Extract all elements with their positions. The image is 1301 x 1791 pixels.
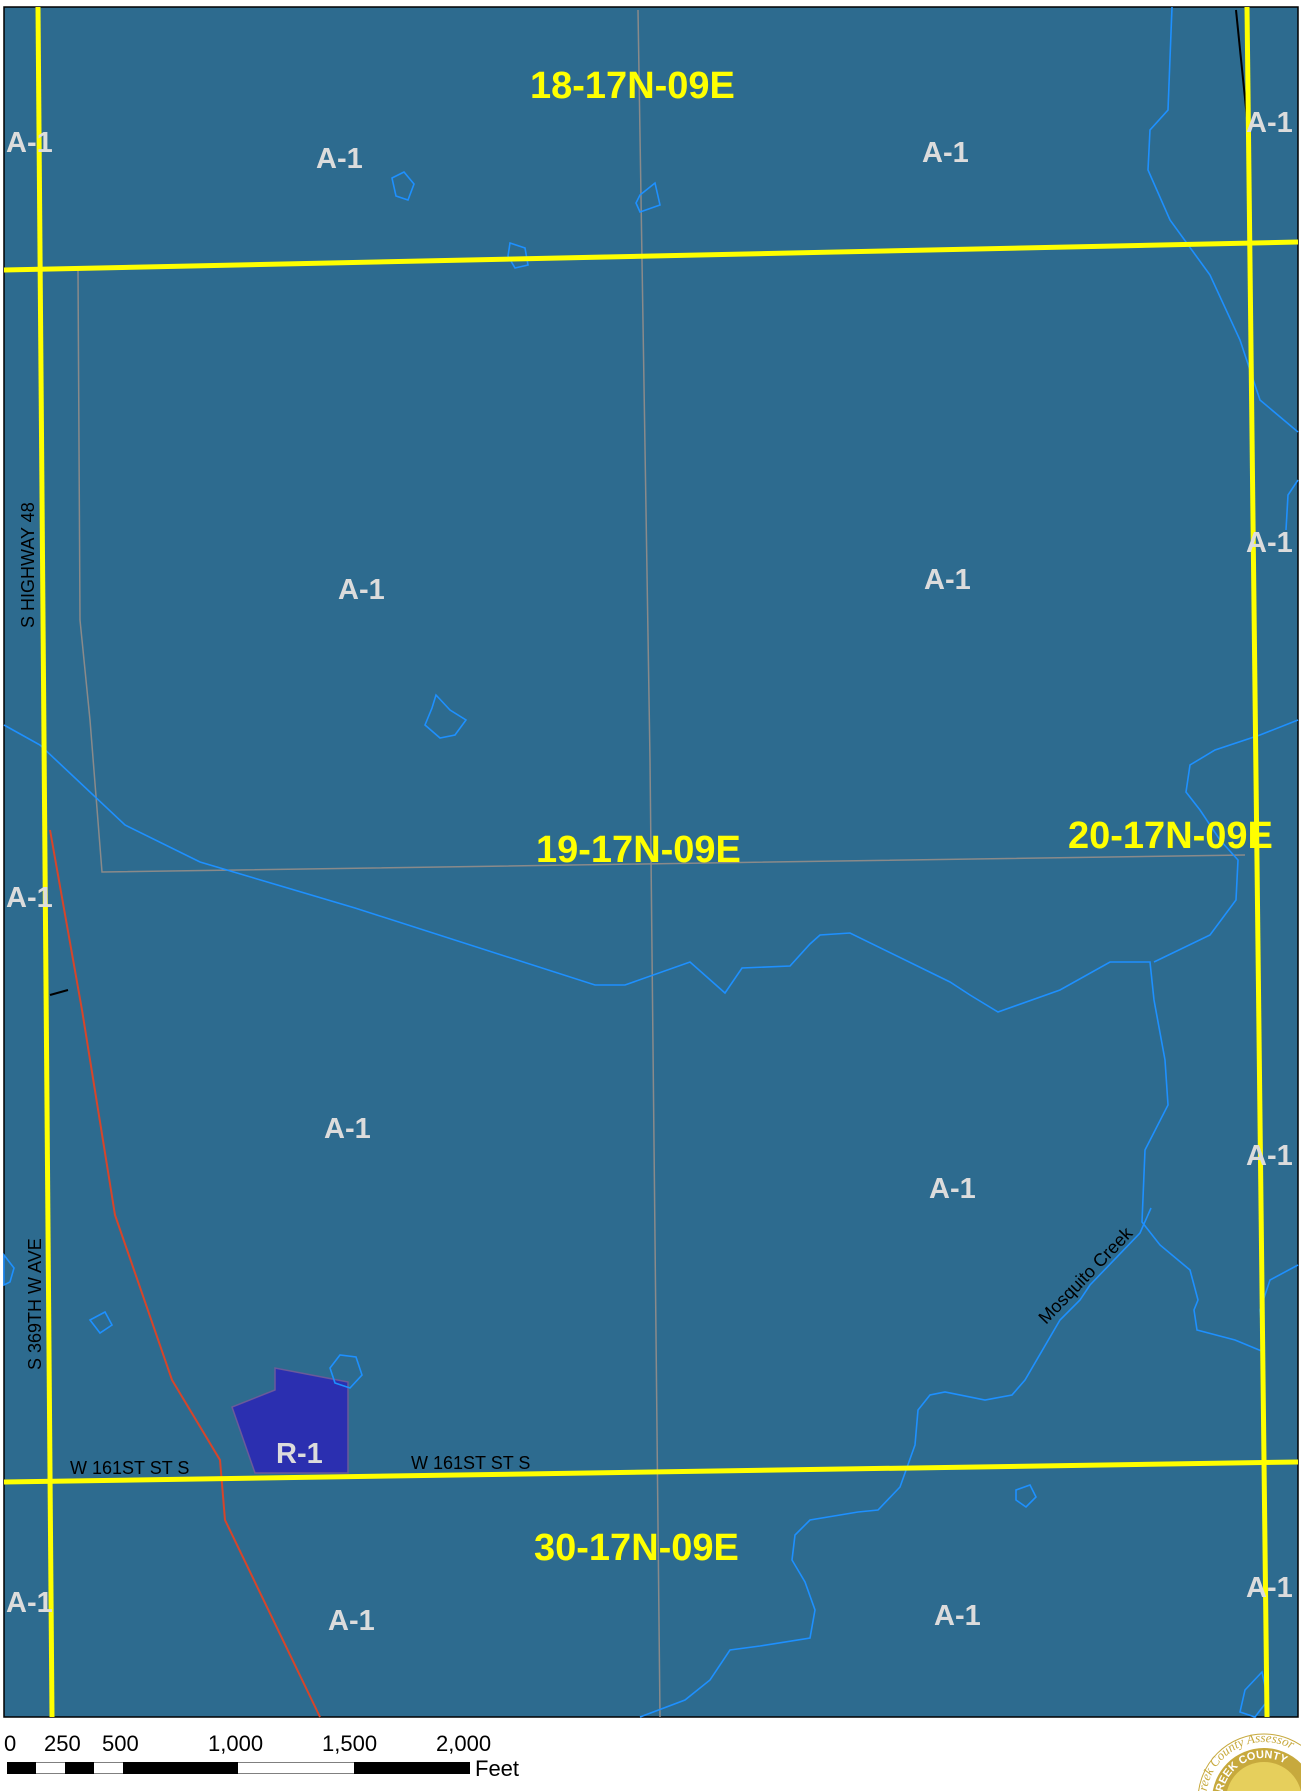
parcel-lines: [77, 9, 1246, 1718]
zoning-map: 18-17N-09E 19-17N-09E 20-17N-09E 30-17N-…: [3, 6, 1299, 1718]
scale-tick-label: 0: [4, 1731, 17, 1756]
stream-east-3: [1153, 719, 1299, 963]
scale-tick-label: 250: [44, 1731, 81, 1756]
section-line-east: [1244, 6, 1270, 1718]
road-label-161st-west: W 161ST ST S: [70, 1458, 189, 1478]
zone-label: A-1: [929, 1173, 976, 1205]
road-segments: [49, 9, 1248, 996]
zone-label: A-1: [316, 143, 363, 175]
road-label-161st-east: W 161ST ST S: [411, 1453, 530, 1473]
stream-main: [3, 724, 1299, 1354]
section-lines: [3, 6, 1299, 1718]
pond-3: [507, 241, 529, 269]
zone-label: A-1: [1246, 107, 1293, 139]
zone-label: A-1: [6, 127, 53, 159]
section-label-19: 19-17N-09E: [536, 829, 741, 871]
pond-6: [329, 1354, 363, 1389]
section-label-18: 18-17N-09E: [530, 65, 735, 107]
stream-east-2: [1285, 479, 1299, 531]
scale-tick-label: 500: [102, 1731, 139, 1756]
zone-label: A-1: [924, 564, 971, 596]
pond-9: [1239, 1670, 1269, 1718]
zone-label-r1: R-1: [276, 1438, 323, 1470]
rail-line: [49, 829, 321, 1718]
zone-label: A-1: [6, 1587, 53, 1619]
zone-label: A-1: [338, 574, 385, 606]
zone-label: A-1: [1246, 1140, 1293, 1172]
scale-tick-label: 1,000: [208, 1731, 264, 1756]
zone-label: A-1: [934, 1600, 981, 1632]
zone-label: A-1: [6, 882, 53, 914]
scale-unit-label: Feet: [475, 1756, 520, 1781]
pond-4: [424, 693, 468, 739]
pond-5: [88, 1310, 114, 1335]
county-seal-logo: Creek County Assessor CREEK COUNTY: [1194, 1730, 1301, 1791]
zone-label: A-1: [1246, 527, 1293, 559]
road-label-369th-w-ave: S 369TH W AVE: [25, 1238, 45, 1370]
section-line-north: [3, 239, 1299, 273]
zone-label: A-1: [328, 1605, 375, 1637]
zone-label: A-1: [1246, 1572, 1293, 1604]
stream-mosquito-creek: [639, 1207, 1152, 1718]
road-label-highway-48: S HIGHWAY 48: [18, 502, 38, 628]
section-label-20: 20-17N-09E: [1068, 815, 1273, 857]
pond-2: [635, 181, 661, 213]
zone-label: A-1: [324, 1113, 371, 1145]
pond-1: [391, 171, 415, 202]
scale-tick-label: 2,000: [436, 1731, 492, 1756]
scale-tick-label: 1,500: [322, 1731, 378, 1756]
pond-8: [3, 1252, 15, 1287]
zone-r1-parcel[interactable]: [231, 1367, 349, 1474]
section-line-west: [35, 6, 55, 1718]
section-line-south: [3, 1459, 1299, 1485]
pond-7: [1015, 1484, 1037, 1509]
section-label-30: 30-17N-09E: [534, 1527, 739, 1569]
zone-label: A-1: [922, 137, 969, 169]
scale-bar: [7, 1762, 470, 1774]
